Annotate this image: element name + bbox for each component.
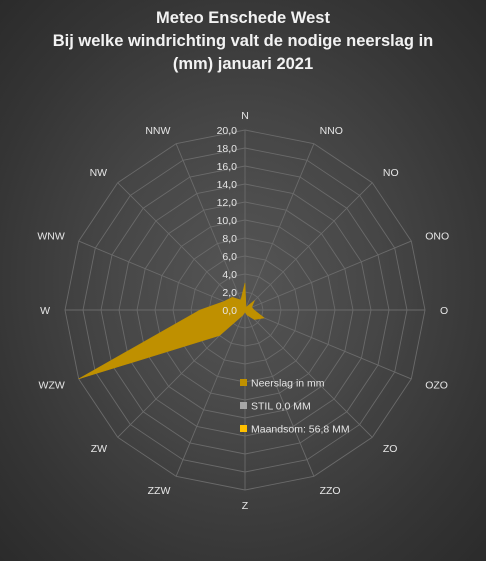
radar-labels: 0,02,04,06,08,010,012,014,016,018,020,0N… <box>37 110 449 512</box>
radial-tick-label: 12,0 <box>217 197 238 209</box>
category-label: Z <box>242 500 249 512</box>
radar-series <box>78 282 265 380</box>
legend-swatch <box>240 402 247 409</box>
radial-tick-label: 4,0 <box>222 269 237 281</box>
grid-spoke <box>244 309 412 380</box>
legend-label: Neerslag in mm <box>251 378 325 390</box>
chart-title-line-2: Bij welke windrichting valt de nodige ne… <box>52 32 434 50</box>
radial-tick-label: 0,0 <box>222 305 237 317</box>
legend: Neerslag in mm STIL 0,0 MM Maandsom: 56,8 … <box>240 378 350 436</box>
category-label: W <box>40 305 50 317</box>
legend-swatch <box>240 379 247 386</box>
category-label: WZW <box>39 380 65 392</box>
radial-tick-label: 20,0 <box>217 125 238 137</box>
category-label: ZZO <box>320 485 341 497</box>
radar-grid <box>64 129 426 491</box>
category-label: N <box>241 110 249 122</box>
category-label: WNW <box>37 230 64 242</box>
legend-label: STIL 0,0 MM <box>251 401 311 413</box>
chart-title-line-3: (mm) januari 2021 <box>172 55 314 73</box>
category-label: NNW <box>145 125 170 137</box>
category-label: ONO <box>425 230 449 242</box>
radial-tick-label: 14,0 <box>217 179 238 191</box>
chart-title: Meteo Enschede West Bij welke windrichti… <box>0 7 486 76</box>
legend-label: Maandsom: 56,8 MM <box>251 424 350 436</box>
category-label: NO <box>383 167 399 179</box>
radial-tick-label: 10,0 <box>217 215 238 227</box>
radial-tick-label: 2,0 <box>222 287 237 299</box>
chart-title-line-1: Meteo Enschede West <box>156 9 330 27</box>
category-label: O <box>440 305 448 317</box>
radial-tick-label: 6,0 <box>222 251 237 263</box>
category-label: NNO <box>320 125 343 137</box>
grid-spoke <box>117 182 246 311</box>
category-label: ZW <box>91 443 107 455</box>
grid-spoke <box>244 143 315 311</box>
grid-spoke <box>244 309 315 477</box>
grid-spoke <box>175 143 246 311</box>
category-label: ZZW <box>148 485 171 497</box>
category-label: ZO <box>383 443 398 455</box>
grid-spoke <box>175 309 246 477</box>
legend-swatch <box>240 425 247 432</box>
series-area <box>78 282 265 380</box>
radial-tick-label: 18,0 <box>217 143 238 155</box>
grid-spoke <box>244 182 373 311</box>
grid-spoke <box>244 240 412 311</box>
category-label: OZO <box>425 380 448 392</box>
radial-tick-label: 16,0 <box>217 161 238 173</box>
grid-spoke <box>78 240 246 311</box>
radial-tick-label: 8,0 <box>222 233 237 245</box>
grid-spoke <box>244 309 373 438</box>
category-label: NW <box>90 167 108 179</box>
